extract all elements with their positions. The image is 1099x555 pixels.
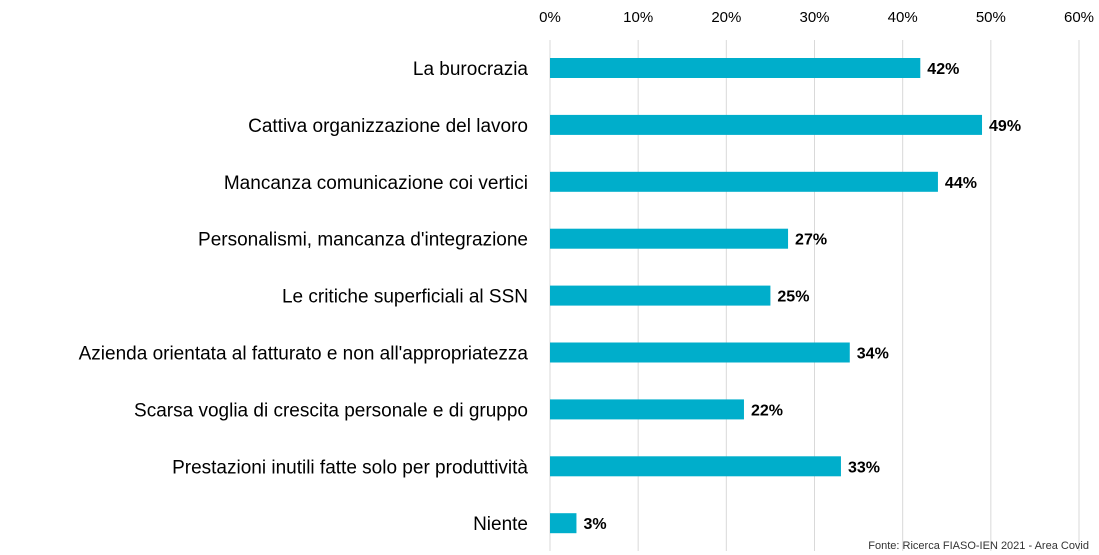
x-tick-label: 40% [888, 9, 918, 26]
category-labels: La burocrazia Cattiva organizzazione del … [79, 59, 529, 535]
category-label: Azienda orientata al fatturato e non all… [79, 344, 529, 365]
bar [550, 285, 771, 306]
data-label: 34% [857, 346, 889, 363]
bar [550, 513, 577, 534]
category-label: Mancanza comunicazione coi vertici [224, 173, 528, 194]
source-note: Fonte: Ricerca FIASO-IEN 2021 - Area Cov… [868, 540, 1089, 552]
data-label: 25% [777, 289, 809, 306]
category-label: Cattiva organizzazione del lavoro [248, 116, 528, 137]
bar [550, 58, 921, 78]
bars [550, 58, 983, 534]
category-label: La burocrazia [413, 59, 529, 80]
data-label: 3% [583, 516, 606, 533]
bar [550, 228, 789, 249]
category-label: Niente [473, 514, 528, 535]
data-label: 22% [751, 402, 783, 419]
data-label: 33% [848, 459, 880, 476]
data-label: 49% [989, 118, 1021, 135]
category-label: Le critiche superficiali al SSN [282, 287, 528, 308]
bar [550, 114, 983, 135]
data-labels: 42% 49% 44% 27% 25% 34% 22% 33% 3% [583, 61, 1021, 533]
bar [550, 342, 850, 363]
bar [550, 456, 841, 477]
x-tick-label: 0% [539, 9, 561, 26]
x-axis-ticks: 0% 10% 20% 30% 40% 50% 60% [539, 9, 1094, 26]
category-label: Scarsa voglia di crescita personale e di… [134, 400, 528, 421]
data-label: 44% [945, 175, 977, 192]
x-tick-label: 20% [711, 9, 741, 26]
data-label: 27% [795, 232, 827, 249]
x-tick-label: 50% [976, 9, 1006, 26]
category-label: Prestazioni inutili fatte solo per produ… [172, 457, 528, 478]
category-label: Personalismi, mancanza d'integrazione [198, 230, 528, 251]
x-tick-label: 10% [623, 9, 653, 26]
data-label: 42% [927, 61, 959, 78]
bar [550, 171, 938, 192]
x-tick-label: 30% [799, 9, 829, 26]
bar [550, 399, 744, 420]
x-tick-label: 60% [1064, 9, 1094, 26]
